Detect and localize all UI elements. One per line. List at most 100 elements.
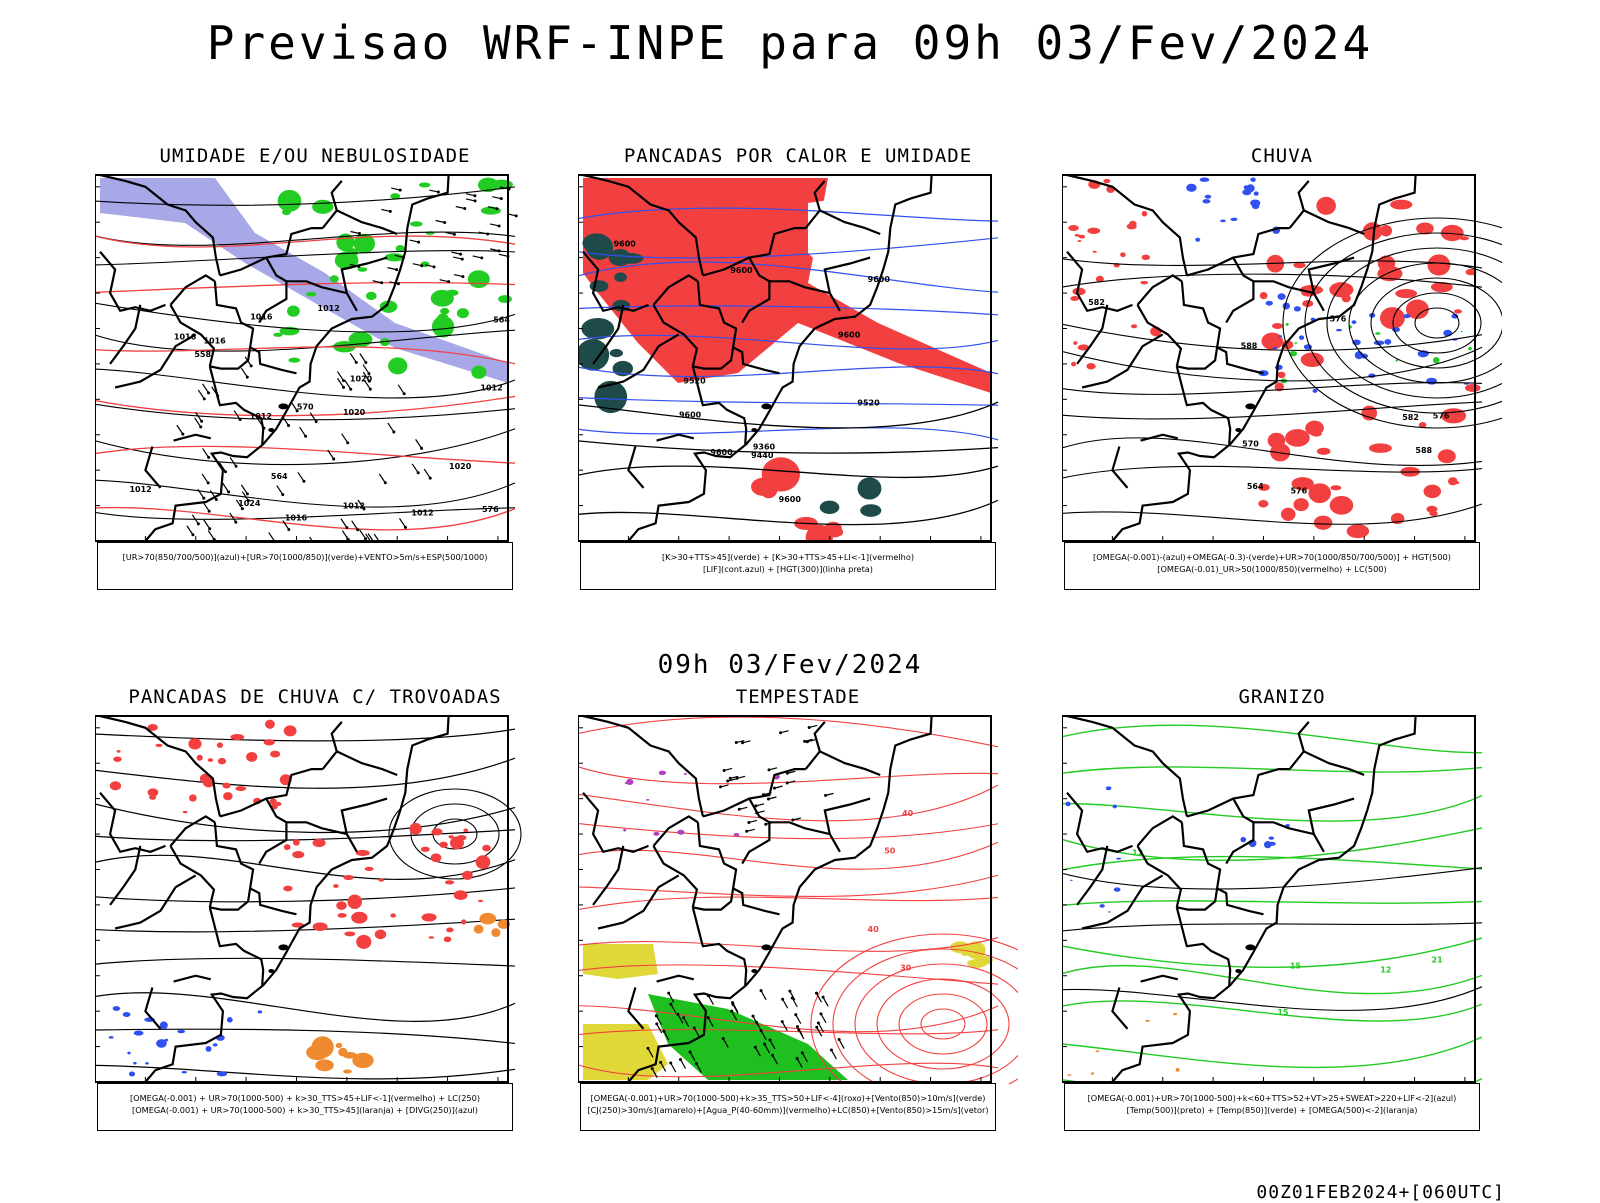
pressure-contour — [95, 403, 516, 421]
rain-red-area — [1299, 285, 1324, 295]
wind-vector-head — [780, 1020, 784, 1024]
country-border — [169, 304, 216, 367]
map-base: 40 50 40 30 — [578, 716, 1018, 1084]
contour-label: 576 — [1330, 315, 1347, 324]
divergence-blue-area — [128, 1071, 136, 1077]
omega-green-area — [1468, 347, 1472, 351]
wind-vector — [679, 1059, 687, 1069]
temp850-contour — [1062, 937, 1483, 968]
wind-vector — [498, 253, 509, 257]
hail-blue-area — [1268, 836, 1275, 840]
country-border — [656, 974, 695, 983]
wind-vector-head — [383, 481, 387, 485]
streamline — [95, 728, 516, 742]
omega-blue-area — [1253, 191, 1259, 196]
storm-red-area — [246, 751, 258, 762]
wind-vector — [670, 1062, 677, 1073]
rain-red-area — [1277, 371, 1286, 379]
omega-green-area — [1375, 332, 1381, 335]
wind-vector-head — [803, 739, 807, 743]
lc850-contour — [578, 896, 999, 911]
omega-blue-area — [1186, 183, 1197, 192]
rain-red-area — [1440, 224, 1464, 242]
wind-vector-head — [730, 1009, 734, 1013]
contour-label: 40 — [902, 809, 914, 818]
instability-green-area — [609, 349, 623, 358]
map-frame — [1062, 174, 1476, 542]
contour-label: 588 — [1241, 341, 1258, 350]
legend-line: [Temp(500)](preto) + [Temp(850)](verde) … — [1126, 1105, 1418, 1115]
wind-vector-head — [224, 470, 228, 474]
rain-red-area — [1362, 222, 1383, 241]
contour-label: 576 — [1433, 412, 1450, 421]
wind-vector — [451, 251, 461, 255]
wind-vector-head — [349, 387, 353, 391]
rain-red-area — [1141, 254, 1151, 261]
rain-red-area — [1280, 507, 1296, 521]
panel-legend: [OMEGA(-0.001)+UR>70(1000-500)+k<60+TTS>… — [1064, 1083, 1480, 1131]
rain-red-area — [1427, 254, 1451, 276]
wind-vector-head — [499, 197, 503, 201]
contour-label: 1020 — [343, 408, 366, 417]
contour-label: 1012 — [129, 485, 151, 494]
country-border — [597, 333, 680, 389]
wind-vector — [372, 280, 382, 284]
contour-label: 1020 — [449, 462, 472, 471]
contour-label: 1012 — [411, 508, 433, 517]
wind-vector — [195, 411, 203, 422]
humidity-1000-area — [288, 357, 301, 363]
rain-red-area — [1417, 301, 1427, 308]
country-border — [1216, 887, 1264, 916]
panel-pancadas-calor: PANCADAS POR CALOR E UMIDADE 9600 9600 960… — [578, 145, 1018, 615]
storm-orange-area — [479, 912, 497, 925]
storm-red-area — [235, 786, 247, 792]
rain-red-area — [1261, 332, 1284, 350]
contour-label: 564 — [271, 472, 288, 481]
contour-label: 564 — [493, 316, 510, 325]
wind-vector-head — [362, 507, 366, 511]
humidity-1000-area — [312, 199, 334, 214]
wind-vector-head — [403, 525, 407, 529]
wind-vector — [771, 1054, 779, 1065]
humidity-1000-area — [467, 270, 490, 289]
omega-blue-area — [1273, 346, 1278, 350]
map-frame — [95, 174, 509, 542]
storm-red-area — [482, 844, 491, 852]
streamline-ring — [1326, 247, 1502, 399]
streamline-ring — [1304, 232, 1502, 414]
storm-magenta-area — [677, 829, 685, 835]
coastline-east — [627, 715, 933, 1083]
storm-red-area — [461, 919, 467, 925]
map-umidade: 1016 1012 1012 1012 1012 1016 1016 1020 1020 1024… — [95, 173, 518, 543]
country-border — [769, 280, 841, 312]
lifted-index-contour — [578, 305, 999, 316]
lifted-index-contour — [578, 366, 999, 378]
wind-vector — [197, 488, 205, 499]
wind-vector — [815, 992, 823, 1003]
wind-vector — [760, 1030, 767, 1040]
wind-vector-head — [402, 392, 406, 396]
wind-vector-head — [417, 240, 421, 244]
contour-label: 1016 — [203, 336, 226, 345]
storm-red-area — [223, 792, 233, 801]
wind-vector — [349, 353, 357, 363]
wind-vector — [816, 1026, 823, 1037]
wind-vector-head — [196, 522, 200, 526]
wind-vector — [191, 514, 199, 525]
divergence-blue-area — [112, 1006, 121, 1011]
wind-vector-head — [443, 220, 447, 224]
contour-label: 570 — [1242, 439, 1259, 448]
wind-vector — [492, 196, 502, 200]
rain-red-area — [1423, 484, 1442, 499]
instability-red-area — [823, 526, 844, 538]
humidity-1000-area — [471, 365, 487, 379]
panel-umidade: UMIDADE E/OU NEBULOSIDADE 1016 1012 1012 10… — [95, 145, 535, 615]
temp500-contour — [1062, 986, 1483, 1011]
humidity-1000-area — [277, 189, 302, 212]
wind-vector — [397, 384, 405, 395]
wind-vector-head — [829, 1048, 833, 1052]
wind-vector-head — [779, 731, 783, 735]
wind-vector-head — [245, 375, 249, 379]
wind-vector-head — [436, 190, 440, 194]
omega-blue-area — [1202, 199, 1211, 204]
